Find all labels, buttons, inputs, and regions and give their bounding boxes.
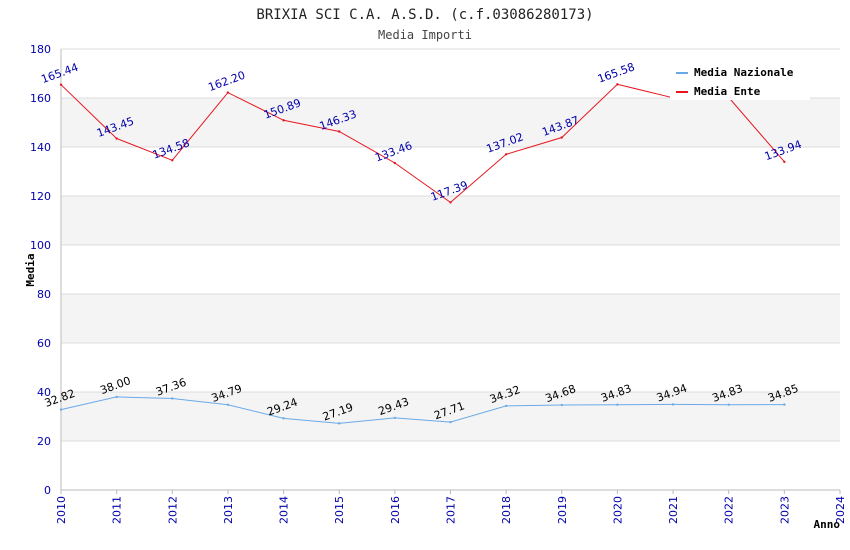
x-tick-label: 2018 bbox=[500, 496, 513, 524]
series-layer bbox=[59, 83, 786, 425]
series-point bbox=[449, 420, 452, 424]
x-tick-labels: 2010 2011 2012 2013 2014 2015 2016 2017 2018 2019… bbox=[55, 490, 847, 524]
y-tick-label: 100 bbox=[30, 239, 51, 252]
x-tick-label: 2017 bbox=[445, 496, 458, 524]
x-tick-label: 2020 bbox=[611, 496, 624, 524]
y-tick-label: 140 bbox=[30, 141, 51, 154]
y-tick-label: 40 bbox=[37, 386, 51, 399]
plot-band bbox=[61, 294, 840, 343]
x-tick-label: 2024 bbox=[834, 496, 847, 524]
chart-title: BRIXIA SCI C.A. A.S.D. (c.f.03086280173) bbox=[256, 7, 593, 23]
x-tick-label: 2022 bbox=[723, 496, 736, 524]
series-point bbox=[171, 397, 174, 400]
plot-band bbox=[61, 147, 840, 196]
series-point bbox=[560, 403, 563, 407]
plot-band bbox=[61, 196, 840, 245]
x-tick-label: 2012 bbox=[166, 496, 179, 524]
series-point bbox=[282, 119, 285, 122]
legend: Media Nazionale Media Ente bbox=[670, 60, 810, 100]
x-tick-label: 2023 bbox=[778, 496, 791, 524]
series-point bbox=[338, 130, 341, 133]
series-point bbox=[282, 417, 285, 420]
y-tick-label: 80 bbox=[37, 288, 51, 301]
legend-item-label: Media Ente bbox=[694, 85, 761, 98]
plot-band bbox=[61, 98, 840, 147]
y-axis-title: Media bbox=[24, 253, 37, 286]
series-line-1 bbox=[60, 83, 785, 204]
series-point bbox=[783, 160, 786, 164]
series-point bbox=[226, 403, 230, 406]
series-point bbox=[171, 159, 174, 162]
series-line-0 bbox=[60, 396, 785, 424]
y-tick-label: 60 bbox=[37, 337, 51, 350]
series-point bbox=[616, 83, 619, 86]
series-point bbox=[226, 91, 230, 94]
series-point bbox=[783, 403, 786, 406]
series-point bbox=[338, 422, 341, 425]
plot-band bbox=[61, 343, 840, 392]
x-tick-label: 2015 bbox=[333, 496, 346, 524]
x-tick-label: 2014 bbox=[278, 496, 291, 524]
series-point bbox=[115, 137, 118, 140]
y-tick-labels: 0 20 40 60 80 100 120 140 160 180 bbox=[30, 43, 51, 497]
series-point bbox=[727, 403, 730, 406]
plot-bands bbox=[61, 49, 840, 490]
plot-band bbox=[61, 441, 840, 490]
plot-band bbox=[61, 245, 840, 294]
x-tick-label: 2011 bbox=[111, 496, 124, 524]
y-tick-label: 20 bbox=[37, 435, 51, 448]
x-axis-title: Anno bbox=[814, 518, 841, 531]
series-point bbox=[393, 161, 397, 165]
series-point bbox=[449, 201, 452, 204]
y-tick-label: 160 bbox=[30, 92, 51, 105]
legend-item-label: Media Nazionale bbox=[694, 66, 794, 79]
series-point bbox=[560, 136, 563, 139]
series-point bbox=[59, 408, 63, 411]
series-point bbox=[504, 153, 508, 156]
chart-subtitle: Media Importi bbox=[378, 28, 472, 42]
series-point bbox=[59, 83, 63, 86]
y-tick-label: 0 bbox=[44, 484, 51, 497]
x-tick-label: 2010 bbox=[55, 496, 68, 524]
x-tick-label: 2019 bbox=[556, 496, 569, 524]
x-tick-label: 2016 bbox=[389, 496, 402, 524]
series-point bbox=[616, 403, 619, 406]
legend-box bbox=[670, 60, 810, 100]
series-point bbox=[671, 403, 675, 406]
series-point bbox=[115, 395, 118, 399]
series-point bbox=[393, 416, 397, 420]
y-tick-label: 120 bbox=[30, 190, 51, 203]
y-tick-label: 180 bbox=[30, 43, 51, 56]
x-tick-label: 2013 bbox=[222, 496, 235, 524]
x-tick-label: 2021 bbox=[667, 496, 680, 524]
series-point bbox=[504, 404, 508, 408]
